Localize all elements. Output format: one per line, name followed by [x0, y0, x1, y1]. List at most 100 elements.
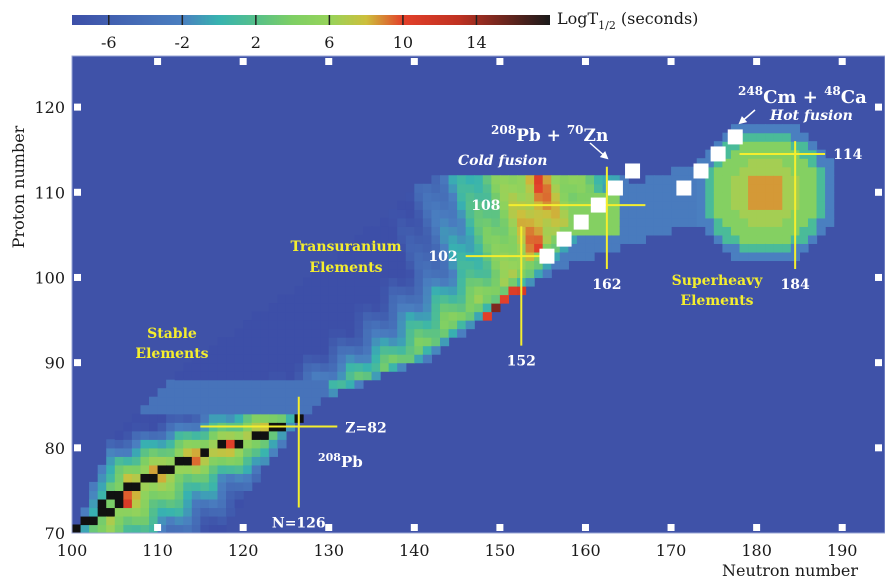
nuclide-cell: [388, 294, 398, 304]
nuclide-cell: [200, 498, 210, 509]
nuclide-cell: [662, 183, 672, 193]
nuclide-cell: [114, 498, 124, 509]
nuclide-cell: [422, 217, 433, 227]
nuclide-cell: [585, 192, 595, 202]
nuclide-cell: [439, 294, 450, 304]
nuclide-cell: [439, 277, 450, 287]
nuclide-cell: [303, 285, 313, 296]
x-tick-top: [838, 58, 846, 65]
nuclide-cell: [465, 303, 475, 313]
nuclide-cell: [799, 158, 809, 168]
nuclide-cell: [568, 183, 578, 193]
nuclide-cell: [405, 285, 415, 296]
nuclide-cell: [217, 413, 227, 423]
magic-lines: Z=82 N=126 102 152 108 162 114 184: [200, 141, 863, 531]
nuclide-cell: [748, 141, 758, 151]
nuclide-cell: [277, 337, 287, 347]
nuclide-cell: [328, 388, 338, 398]
nuclide-cell: [431, 311, 441, 321]
nuclide-cell: [611, 226, 621, 236]
nuclide-cell: [696, 158, 706, 168]
nuclide-cell: [251, 388, 261, 398]
nuclide-cell: [628, 226, 638, 236]
nuclide-cell: [585, 217, 595, 227]
nuclide-cell: [277, 311, 287, 321]
nuclide-cell: [320, 303, 330, 313]
nuclide-cell: [551, 251, 561, 262]
nuclide-cell: [345, 251, 356, 262]
nuclide-cell: [234, 362, 244, 372]
nuclide-cell: [285, 379, 296, 389]
nuclide-cell: [380, 277, 390, 287]
nuclide-cell: [782, 217, 792, 227]
nuclide-cell: [123, 456, 133, 466]
nuclide-cell: [208, 524, 219, 533]
nuclide-cell: [636, 209, 646, 219]
nuclide-cell: [756, 217, 766, 227]
plot-area: 100 110 120 130 140 150 160 170 180 190 70 80 90 100 1…: [34, 55, 885, 560]
nuclide-cell: [371, 320, 381, 330]
nuclide-cell: [354, 303, 364, 313]
fusion-square: [676, 180, 692, 196]
nuclide-cell: [713, 183, 723, 193]
nuclide-cell: [380, 354, 390, 364]
nuclide-cell: [131, 413, 142, 423]
nuclide-cell: [388, 277, 398, 287]
nuclide-cell: [234, 405, 244, 415]
axis-ticks: 100 110 120 130 140 150 160 170 180 190 70 80 90 100 1…: [34, 58, 882, 560]
nuclide-cell: [482, 303, 492, 313]
nuclide-cell: [328, 277, 338, 287]
nuclide-cell: [422, 345, 433, 355]
nuclide-cell: [551, 217, 561, 227]
nuclide-cell: [268, 303, 278, 313]
nuclide-cell: [217, 354, 227, 364]
nuclide-cell: [217, 481, 227, 492]
nuclide-cell: [611, 217, 621, 227]
nuclide-cell: [465, 268, 475, 279]
nuclide-cell: [722, 234, 732, 244]
nuclide-cell: [362, 268, 373, 279]
nuclide-cell: [482, 294, 492, 304]
nuclide-cell: [457, 303, 467, 313]
nuclide-cell: [362, 371, 373, 381]
nuclide-cell: [713, 175, 723, 185]
nuclide-cell: [371, 243, 381, 253]
nuclide-cell: [345, 260, 356, 270]
nuclide-cell: [140, 507, 150, 517]
nuclide-cell: [422, 183, 433, 193]
nuclide-cell: [303, 379, 313, 389]
nuclide-cell: [157, 396, 167, 406]
nuclide-cell: [576, 209, 587, 219]
nuclide-cell: [594, 234, 604, 244]
nuclide-cell: [294, 294, 304, 304]
nuclide-cell: [534, 260, 544, 270]
nuclide-cell: [320, 371, 330, 381]
nuclide-cell: [542, 175, 552, 185]
x-tick-top: [410, 58, 418, 65]
nuclide-cell: [431, 192, 441, 202]
nuclide-cell: [534, 183, 544, 193]
colorbar: -6 -2 2 6 10 14 LogT1/2 (seconds): [72, 9, 698, 52]
x-tick-label: 180: [741, 541, 772, 560]
nuclide-cell: [208, 507, 219, 517]
nuclide-cell: [345, 311, 356, 321]
nuclide-cell: [311, 294, 321, 304]
nuclide-cell: [730, 200, 741, 210]
nuclide-cell: [183, 524, 193, 533]
nuclide-cell: [149, 447, 159, 457]
nuclide-cell: [405, 328, 415, 338]
nuclide-cell: [525, 183, 535, 193]
nuclide-cell: [594, 209, 604, 219]
y-tick-right: [875, 103, 882, 111]
nuclide-cell: [405, 345, 415, 355]
nuclide-cell: [696, 192, 706, 202]
nuclide-cell: [285, 388, 296, 398]
nuclide-cell: [371, 371, 381, 381]
y-tick-left: [74, 188, 81, 196]
nuclide-cell: [337, 379, 347, 389]
nuclide-cell: [756, 209, 766, 219]
nuclide-cell: [174, 490, 184, 500]
nuclide-cell: [217, 388, 227, 398]
nuclide-cell: [371, 337, 381, 347]
y-tick-right: [875, 359, 882, 367]
